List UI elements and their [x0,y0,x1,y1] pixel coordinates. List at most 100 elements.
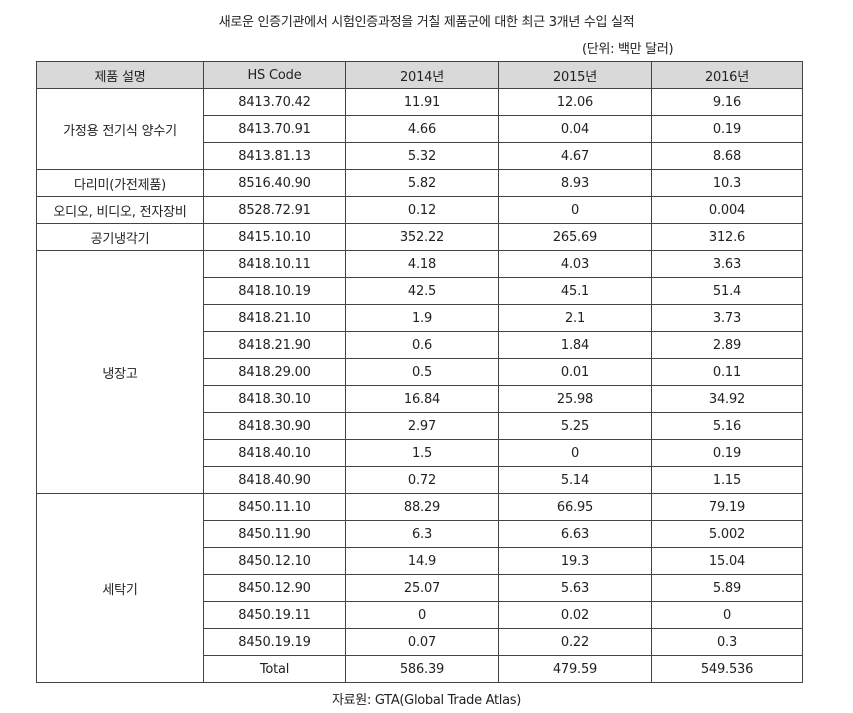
value-2014-cell: 0.07 [345,628,499,656]
value-2015-cell: 4.67 [498,142,652,170]
table-row: 8418.30.10 16.84 25.98 34.92 [37,385,803,413]
value-2016-cell: 15.04 [651,547,803,575]
table-row: 8450.19.19 0.07 0.22 0.3 [37,628,803,656]
value-2014-cell: 42.5 [345,277,499,305]
value-2016-cell: 5.002 [651,520,803,548]
value-2014-cell: 14.9 [345,547,499,575]
value-2015-cell: 4.03 [498,250,652,278]
product-cell: 오디오, 비디오, 전자장비 [36,196,204,224]
table-row: 오디오, 비디오, 전자장비 8528.72.91 0.12 0 0.004 [36,196,803,224]
table-body: 가정용 전기식 양수기 8413.70.42 11.91 12.06 9.16 8413.… [36,88,803,683]
value-2015-cell: 479.59 [498,655,652,683]
unit-note: (단위: 백만 달러) [582,42,674,57]
table-row: 다리미(가전제품) 8516.40.90 5.82 8.93 10.3 [36,169,803,197]
value-2014-cell: 0.5 [345,358,499,386]
value-2016-cell: 312.6 [651,223,803,251]
value-2014-cell: 25.07 [345,574,499,602]
value-2014-cell: 11.91 [345,88,499,116]
hs-code-cell: 8528.72.91 [203,196,346,224]
value-2015-cell: 45.1 [498,277,652,305]
value-2015-cell: 0.22 [498,628,652,656]
value-2016-cell: 0 [651,601,803,629]
import-table: 제품 설명 HS Code 2014년 2015년 2016년 가정용 전기식 … [36,61,803,683]
value-2015-cell: 0 [498,439,652,467]
value-2016-cell: 5.16 [651,412,803,440]
header-product: 제품 설명 [36,61,204,89]
header-hs-code: HS Code [203,61,346,89]
value-2016-cell: 549.536 [651,655,803,683]
product-cell: 냉장고 [36,250,204,494]
value-2015-cell: 0 [498,196,652,224]
hs-code-cell: 8418.10.19 [203,277,346,305]
header-2014: 2014년 [345,61,499,89]
table-row: 8450.11.90 6.3 6.63 5.002 [37,520,803,548]
hs-code-cell: 8450.11.10 [203,493,346,521]
hs-code-cell: 8418.30.90 [203,412,346,440]
value-2016-cell: 1.15 [651,466,803,494]
table-row: 공기냉각기 8415.10.10 352.22 265.69 312.6 [36,223,803,251]
value-2014-cell: 5.32 [345,142,499,170]
hs-code-cell: 8413.70.42 [203,88,346,116]
hs-code-cell: 8418.10.11 [203,250,346,278]
table-row: 8413.81.13 5.32 4.67 8.68 [37,142,803,170]
value-2016-cell: 0.3 [651,628,803,656]
table-row: 8418.10.19 42.5 45.1 51.4 [37,277,803,305]
value-2016-cell: 0.19 [651,439,803,467]
value-2014-cell: 0.12 [345,196,499,224]
value-2015-cell: 5.25 [498,412,652,440]
hs-code-cell: 8450.19.19 [203,628,346,656]
value-2016-cell: 8.68 [651,142,803,170]
hs-code-cell: 8450.12.90 [203,574,346,602]
header-2016: 2016년 [651,61,803,89]
hs-code-cell: 8413.70.91 [203,115,346,143]
hs-code-cell: 8418.40.90 [203,466,346,494]
source-note: 자료원: GTA(Global Trade Atlas) [331,693,521,708]
value-2016-cell: 0.19 [651,115,803,143]
value-2015-cell: 8.93 [498,169,652,197]
value-2014-cell: 0.72 [345,466,499,494]
value-2015-cell: 6.63 [498,520,652,548]
value-2016-cell: 0.11 [651,358,803,386]
hs-code-cell: 8450.19.11 [203,601,346,629]
value-2015-cell: 12.06 [498,88,652,116]
value-2016-cell: 9.16 [651,88,803,116]
table-row: 세탁기 8450.11.10 88.29 66.95 79.19 [36,493,803,683]
value-2014-cell: 0.6 [345,331,499,359]
table-row: 8418.21.90 0.6 1.84 2.89 [37,331,803,359]
table-row: Total 586.39 479.59 549.536 [37,655,803,683]
table-row: 8450.12.10 14.9 19.3 15.04 [37,547,803,575]
hs-code-cell: 8418.21.10 [203,304,346,332]
hs-code-cell: Total [203,655,346,683]
value-2014-cell: 1.5 [345,439,499,467]
hs-code-cell: 8418.30.10 [203,385,346,413]
value-2014-cell: 6.3 [345,520,499,548]
value-2016-cell: 3.63 [651,250,803,278]
value-2015-cell: 265.69 [498,223,652,251]
value-2016-cell: 79.19 [651,493,803,521]
hs-code-cell: 8516.40.90 [203,169,346,197]
value-2016-cell: 51.4 [651,277,803,305]
table-row: 8418.29.00 0.5 0.01 0.11 [37,358,803,386]
value-2014-cell: 4.66 [345,115,499,143]
value-2014-cell: 0 [345,601,499,629]
value-2015-cell: 1.84 [498,331,652,359]
value-2015-cell: 19.3 [498,547,652,575]
hs-code-cell: 8450.11.90 [203,520,346,548]
table-row: 8418.21.10 1.9 2.1 3.73 [37,304,803,332]
value-2016-cell: 3.73 [651,304,803,332]
table-header-row: 제품 설명 HS Code 2014년 2015년 2016년 [36,61,803,89]
hs-code-cell: 8450.12.10 [203,547,346,575]
value-2015-cell: 2.1 [498,304,652,332]
value-2014-cell: 352.22 [345,223,499,251]
table-row: 8418.30.90 2.97 5.25 5.16 [37,412,803,440]
value-2015-cell: 0.04 [498,115,652,143]
document-title: 새로운 인증기관에서 시험인증과정을 거칠 제품군에 대한 최근 3개년 수입 … [218,15,635,30]
hs-code-cell: 8418.40.10 [203,439,346,467]
value-2014-cell: 586.39 [345,655,499,683]
value-2016-cell: 0.004 [651,196,803,224]
product-cell: 다리미(가전제품) [36,169,204,197]
value-2016-cell: 2.89 [651,331,803,359]
product-cell: 세탁기 [36,493,204,683]
table-row: 8413.70.91 4.66 0.04 0.19 [37,115,803,143]
value-2016-cell: 5.89 [651,574,803,602]
